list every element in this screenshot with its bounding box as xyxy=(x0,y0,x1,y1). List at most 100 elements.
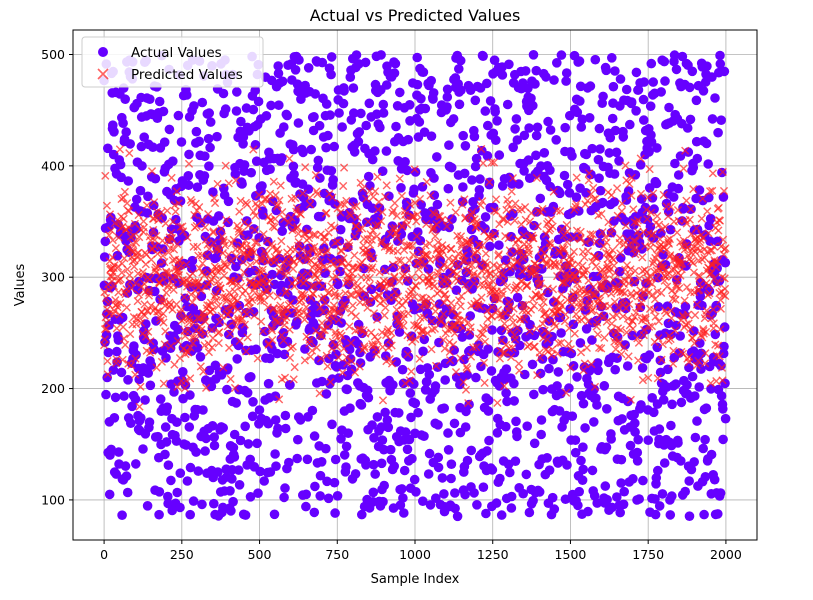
predicted-point xyxy=(452,270,462,279)
actual-point xyxy=(162,402,172,413)
actual-point xyxy=(710,93,720,103)
actual-point xyxy=(561,68,572,78)
predicted-point xyxy=(437,317,446,326)
predicted-point xyxy=(618,199,627,208)
predicted-point xyxy=(440,298,449,307)
actual-point xyxy=(228,442,239,453)
predicted-point xyxy=(648,279,657,289)
predicted-point xyxy=(450,329,459,338)
actual-point xyxy=(668,192,679,202)
predicted-point xyxy=(309,289,318,299)
actual-point xyxy=(664,102,674,113)
actual-point xyxy=(383,422,394,433)
predicted-point xyxy=(721,291,730,301)
actual-point xyxy=(185,390,195,400)
actual-point xyxy=(623,186,634,196)
actual-point xyxy=(142,501,153,511)
actual-point xyxy=(610,66,620,76)
predicted-point xyxy=(347,308,356,317)
actual-point xyxy=(692,153,703,164)
actual-point xyxy=(407,453,417,464)
actual-point xyxy=(519,130,530,141)
predicted-point xyxy=(639,227,648,236)
predicted-point xyxy=(112,324,121,333)
predicted-point xyxy=(276,264,286,273)
predicted-point xyxy=(673,206,683,215)
predicted-point xyxy=(199,311,208,320)
predicted-point xyxy=(556,266,565,275)
actual-point xyxy=(116,172,126,183)
actual-point xyxy=(468,197,478,207)
actual-point xyxy=(426,131,437,141)
actual-point xyxy=(309,507,320,518)
predicted-point xyxy=(104,285,113,294)
actual-point xyxy=(455,55,466,66)
predicted-point xyxy=(307,293,316,302)
predicted-point xyxy=(224,179,233,188)
legend-box xyxy=(81,36,264,88)
actual-point xyxy=(240,421,250,432)
predicted-point xyxy=(621,161,630,170)
predicted-point xyxy=(516,277,526,286)
y-tick-label: 300 xyxy=(41,270,65,285)
actual-point xyxy=(277,226,288,236)
predicted-point xyxy=(650,295,660,304)
predicted-point xyxy=(409,250,418,259)
actual-point xyxy=(556,50,567,60)
predicted-point xyxy=(478,241,487,250)
predicted-point xyxy=(718,167,727,177)
predicted-point xyxy=(285,154,294,163)
actual-point xyxy=(644,183,655,193)
actual-point xyxy=(660,76,670,86)
actual-point xyxy=(474,185,485,195)
actual-point xyxy=(343,428,354,439)
actual-point xyxy=(334,373,344,383)
actual-point xyxy=(323,493,334,504)
actual-point xyxy=(195,352,206,362)
predicted-point xyxy=(561,310,570,319)
actual-point xyxy=(709,474,720,485)
predicted-point xyxy=(457,292,466,301)
predicted-point xyxy=(494,250,503,259)
actual-point xyxy=(491,498,502,508)
predicted-point xyxy=(335,291,344,300)
actual-point xyxy=(532,122,543,133)
predicted-point xyxy=(146,337,155,346)
actual-point xyxy=(310,481,320,492)
predicted-point xyxy=(588,230,597,239)
predicted-point xyxy=(702,306,711,315)
predicted-point xyxy=(265,291,274,300)
predicted-point xyxy=(245,303,254,313)
predicted-point xyxy=(116,299,125,308)
predicted-point xyxy=(101,293,111,303)
predicted-point xyxy=(353,213,362,222)
predicted-point xyxy=(454,276,463,286)
actual-point xyxy=(163,491,173,502)
actual-point xyxy=(171,436,182,446)
predicted-point xyxy=(604,218,613,227)
predicted-point xyxy=(262,250,271,259)
actual-point xyxy=(363,392,374,403)
predicted-point xyxy=(235,207,244,216)
predicted-point xyxy=(217,224,226,233)
predicted-point xyxy=(258,199,267,208)
actual-point xyxy=(632,456,643,466)
predicted-point xyxy=(160,258,169,267)
actual-point xyxy=(284,457,294,468)
actual-point xyxy=(631,106,641,116)
actual-point xyxy=(531,130,542,141)
predicted-point xyxy=(674,216,683,225)
predicted-point xyxy=(190,210,199,220)
predicted-point xyxy=(336,208,345,217)
actual-point xyxy=(398,378,409,389)
predicted-point xyxy=(530,301,539,310)
predicted-point xyxy=(321,233,330,242)
predicted-point xyxy=(233,305,242,314)
predicted-point xyxy=(303,310,312,319)
actual-point xyxy=(388,262,399,273)
actual-point xyxy=(104,489,115,500)
actual-point xyxy=(295,415,306,425)
actual-point xyxy=(690,391,700,401)
predicted-point xyxy=(333,204,342,213)
predicted-point xyxy=(410,165,419,174)
